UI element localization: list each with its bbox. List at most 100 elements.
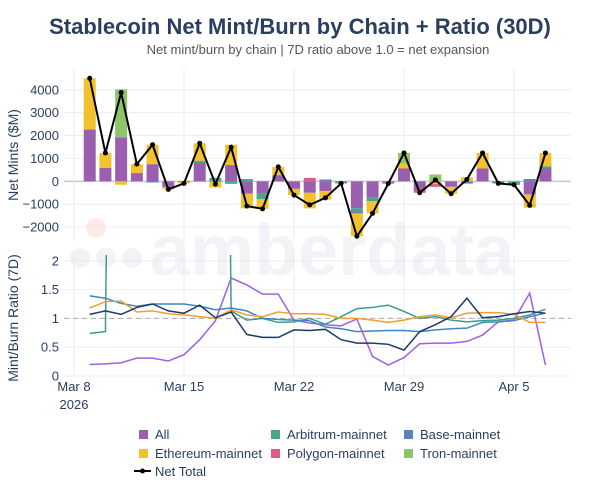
- bar-all: [539, 168, 552, 182]
- net-total-point: [87, 75, 93, 81]
- bar-all: [445, 181, 458, 187]
- bar-base-mainnet: [460, 181, 473, 184]
- bar-ethereum-mainnet: [366, 201, 379, 214]
- legend-item-net-total[interactable]: Net Total: [134, 464, 206, 479]
- bar-all: [398, 168, 410, 182]
- bar-all: [476, 168, 489, 182]
- net-total-point: [307, 202, 313, 208]
- top-y-tick-label: −1000: [22, 197, 59, 212]
- top-y-tick-label: −2000: [22, 220, 59, 235]
- bar-all: [319, 181, 332, 191]
- legend: All Arbitrum-mainnet Base-mainnet Ethere…: [134, 427, 501, 479]
- legend-item-all[interactable]: All: [139, 427, 170, 442]
- net-total-point: [432, 177, 438, 183]
- bar-polygon-mainnet: [303, 177, 316, 182]
- bar-all: [130, 173, 143, 182]
- bar-polygon-mainnet: [429, 184, 442, 187]
- net-total-point: [495, 180, 501, 186]
- top-y-tick-label: 1000: [30, 151, 59, 166]
- bar-arbitrum-mainnet: [193, 161, 206, 164]
- net-total-path: [88, 78, 547, 239]
- bar-all: [162, 181, 175, 188]
- bottom-y-tick-label: 1: [52, 311, 59, 326]
- net-total-point: [275, 164, 281, 170]
- svg-text:Net Total: Net Total: [155, 464, 206, 479]
- bar-all: [303, 181, 316, 193]
- bar-arbitrum-mainnet: [209, 177, 222, 182]
- svg-text:Tron-mainnet: Tron-mainnet: [420, 446, 497, 461]
- ratio-line-4: [89, 297, 546, 351]
- net-total-point: [228, 144, 234, 150]
- bar-ethereum-mainnet: [193, 143, 206, 161]
- bar-base-mainnet: [115, 136, 128, 138]
- legend-item-ethereum[interactable]: Ethereum-mainnet: [139, 446, 262, 461]
- bar-base-mainnet: [523, 179, 536, 182]
- bar-arbitrum-mainnet: [240, 179, 253, 182]
- bar-base-mainnet: [350, 211, 363, 214]
- bar-ethereum-mainnet: [130, 164, 143, 174]
- net-total-point: [244, 203, 250, 209]
- x-tick-label: Mar 8: [57, 379, 90, 394]
- bar-ethereum-mainnet: [398, 163, 410, 169]
- bar-ethereum-mainnet: [99, 152, 112, 168]
- net-total-point: [401, 150, 407, 156]
- bar-base-mainnet: [193, 160, 206, 162]
- bar-ethereum-mainnet: [83, 78, 96, 130]
- bar-tron-mainnet: [398, 152, 410, 164]
- bar-arbitrum-mainnet: [539, 166, 552, 169]
- bar-ethereum-mainnet: [272, 166, 285, 175]
- net-total-point: [165, 186, 171, 192]
- watermark-logo: amberdata: [70, 211, 515, 291]
- bottom-y-tick-label: 0: [52, 369, 59, 384]
- bar-all: [523, 181, 536, 195]
- bar-arbitrum-mainnet: [272, 174, 285, 176]
- net-total-point: [511, 182, 517, 188]
- chart-subtitle: Net mint/burn by chain | 7D ratio above …: [147, 42, 490, 57]
- bar-ethereum-mainnet: [115, 181, 128, 185]
- bottom-y-tick-label: 1.5: [41, 282, 59, 297]
- bar-arbitrum-mainnet: [225, 181, 238, 184]
- net-total-point: [150, 142, 156, 148]
- bar-all: [288, 181, 300, 189]
- legend-item-polygon[interactable]: Polygon-mainnet: [271, 446, 385, 461]
- top-y-axis-title: Net Mints ($M): [5, 109, 21, 201]
- ratio-lines: [89, 255, 547, 366]
- bar-all: [350, 181, 363, 209]
- ratio-line-1: [89, 255, 546, 335]
- axis-ticks: −2000 −1000 0 1000 2000 3000 4000 0 0.5 1 1.5 2 Mar …: [22, 82, 529, 412]
- net-total-point: [322, 195, 328, 201]
- bar-all: [413, 181, 426, 191]
- svg-text:Arbitrum-mainnet: Arbitrum-mainnet: [287, 427, 387, 442]
- net-total-point: [480, 150, 486, 156]
- x-tick-label: Mar 22: [274, 379, 314, 394]
- legend-item-base[interactable]: Base-mainnet: [404, 427, 501, 442]
- net-total-point: [385, 181, 391, 187]
- net-total-point: [464, 176, 470, 182]
- top-y-tick-label: 4000: [30, 82, 59, 97]
- bar-ethereum-mainnet: [445, 186, 458, 194]
- bar-all: [115, 137, 128, 182]
- x-tick-label: Mar 29: [384, 379, 424, 394]
- legend-item-tron[interactable]: Tron-mainnet: [404, 446, 497, 461]
- svg-text:All: All: [155, 427, 170, 442]
- net-total-point: [417, 190, 423, 196]
- legend-item-arbitrum[interactable]: Arbitrum-mainnet: [271, 427, 387, 442]
- bar-ethereum-mainnet: [429, 181, 442, 185]
- ratio-line-3: [89, 300, 546, 324]
- net-total-point: [354, 233, 360, 239]
- top-y-tick-label: 0: [52, 174, 59, 189]
- bar-arbitrum-mainnet: [350, 208, 363, 212]
- svg-text:Ethereum-mainnet: Ethereum-mainnet: [155, 446, 262, 461]
- bar-arbitrum-mainnet: [115, 137, 128, 138]
- bar-base-mainnet: [319, 179, 332, 182]
- net-total-point: [448, 191, 454, 197]
- bar-all: [225, 165, 238, 182]
- net-total-point: [370, 210, 376, 216]
- net-total-point: [338, 180, 344, 186]
- watermark-text: amberdata: [150, 211, 515, 291]
- bar-all: [256, 181, 269, 194]
- bar-all: [83, 129, 96, 182]
- top-y-tick-label: 3000: [30, 105, 59, 120]
- bottom-y-tick-label: 0.5: [41, 340, 59, 355]
